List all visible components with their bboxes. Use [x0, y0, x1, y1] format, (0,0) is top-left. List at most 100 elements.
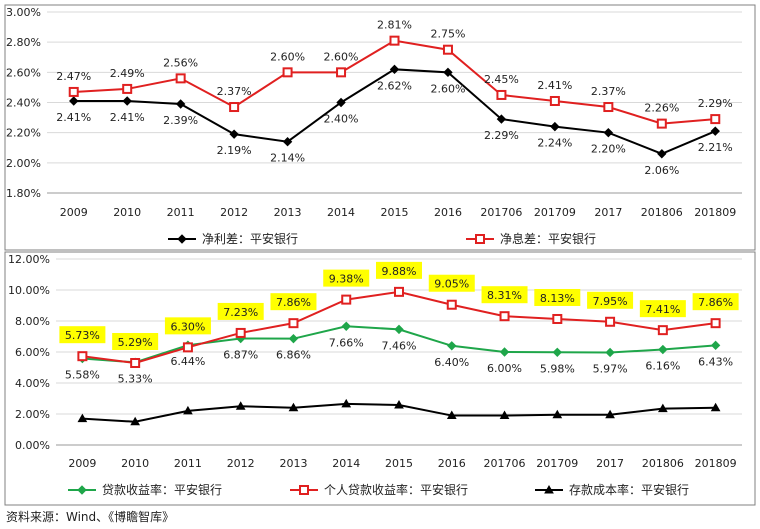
legend-label: 个人贷款收益率：平安银行	[324, 482, 468, 497]
y-tick-label: 6.00%	[15, 346, 50, 359]
data-point	[443, 67, 453, 78]
data-point	[130, 416, 141, 426]
data-point	[288, 402, 299, 412]
data-label: 2.75%	[430, 28, 465, 41]
x-tick-label: 2012	[227, 457, 255, 470]
data-label-highlight	[376, 261, 422, 279]
data-label: 7.23%	[223, 306, 258, 319]
data-point	[122, 96, 132, 106]
legend-marker	[299, 485, 309, 495]
data-label: 6.44%	[170, 355, 205, 368]
legend: 贷款收益率：平安银行 个人贷款收益率：平安银行 存款成本率：平安银行	[68, 482, 689, 497]
data-point	[336, 67, 347, 78]
data-point	[499, 347, 510, 357]
data-label: 2.49%	[110, 67, 145, 80]
x-tick-label: 2017	[596, 457, 624, 470]
data-point	[175, 99, 186, 109]
x-tick-label: 2014	[332, 457, 360, 470]
legend-item: 存款成本率：平安银行	[535, 482, 689, 497]
legend: 净利差：平安银行 净息差：平安银行	[168, 231, 596, 246]
data-label: 5.33%	[118, 372, 153, 385]
data-label: 2.81%	[377, 19, 412, 32]
data-label: 5.97%	[593, 362, 628, 375]
data-label-highlight	[270, 293, 317, 311]
data-point	[130, 358, 141, 369]
data-point	[446, 410, 457, 420]
data-point	[605, 409, 615, 419]
x-tick-label: 2009	[60, 206, 88, 219]
data-label: 2.29%	[698, 97, 733, 110]
x-tick-label: 201706	[480, 206, 522, 219]
data-label-highlight	[217, 302, 264, 320]
x-tick-label: 2011	[167, 206, 195, 219]
data-point	[182, 342, 193, 353]
data-point	[710, 114, 721, 125]
data-point	[605, 316, 616, 327]
data-point	[341, 294, 352, 305]
y-tick-label: 2.00%	[6, 157, 41, 170]
x-tick-label: 2016	[434, 206, 462, 219]
data-label: 2.24%	[537, 137, 572, 150]
data-point	[657, 149, 667, 159]
series-2-2: 5.73% 5.29% 6.30% 7.23% 7.86% 9.38% 9.88% 9.05%…	[59, 261, 739, 369]
data-label: 2.41%	[110, 111, 145, 124]
data-point	[442, 44, 453, 55]
legend-label: 净息差：平安银行	[500, 231, 596, 246]
data-point	[603, 102, 614, 113]
data-point	[389, 35, 400, 46]
y-tick-label: 3.00%	[6, 6, 41, 19]
data-label: 6.00%	[487, 362, 522, 375]
legend-item: 贷款收益率：平安银行	[68, 482, 222, 497]
data-label-highlight	[323, 269, 370, 287]
x-tick-label: 201709	[536, 457, 578, 470]
data-point	[552, 347, 563, 358]
data-label-highlight	[481, 286, 528, 304]
source-note: 资料来源：Wind、《博瞻智库》	[6, 509, 174, 524]
data-point	[550, 121, 560, 132]
legend-marker	[177, 234, 187, 244]
data-label: 2.60%	[430, 82, 465, 95]
data-label: 2.60%	[324, 50, 359, 63]
data-point	[77, 351, 88, 362]
data-point	[446, 299, 457, 310]
data-label: 7.46%	[382, 339, 417, 352]
data-point	[657, 325, 668, 336]
data-point	[69, 96, 79, 106]
data-point	[710, 126, 720, 136]
legend-item: 个人贷款收益率：平安银行	[290, 482, 468, 497]
data-label: 6.40%	[434, 356, 469, 369]
x-tick-label: 2012	[220, 206, 248, 219]
x-tick-label: 2013	[274, 206, 302, 219]
data-label: 6.86%	[276, 349, 311, 362]
data-point	[603, 127, 614, 138]
data-label: 2.20%	[591, 143, 626, 156]
data-point	[499, 410, 510, 420]
data-point	[389, 64, 400, 75]
legend-marker	[475, 234, 485, 244]
legend-marker	[77, 485, 87, 495]
y-tick-label: 2.80%	[6, 36, 41, 49]
data-point	[657, 403, 668, 413]
x-tick-label: 2017	[594, 206, 622, 219]
data-label: 7.66%	[329, 336, 364, 349]
data-point	[394, 400, 404, 409]
x-tick-label: 2015	[385, 457, 413, 470]
data-label: 2.37%	[591, 85, 626, 98]
data-label: 2.41%	[56, 111, 91, 124]
x-tick-label: 2010	[113, 206, 141, 219]
data-label: 2.40%	[324, 113, 359, 126]
data-label: 2.37%	[217, 85, 252, 98]
data-point	[394, 324, 404, 335]
data-point	[282, 67, 293, 78]
data-point	[549, 95, 560, 106]
x-tick-label: 201809	[695, 457, 737, 470]
y-tick-label: 4.00%	[15, 377, 50, 390]
data-label: 2.39%	[163, 114, 198, 127]
chart-frame	[4, 4, 756, 251]
data-label: 7.86%	[276, 296, 311, 309]
data-point	[341, 321, 351, 331]
data-label: 2.29%	[484, 129, 519, 142]
x-tick-label: 201806	[642, 457, 684, 470]
legend-label: 贷款收益率：平安银行	[102, 482, 222, 497]
